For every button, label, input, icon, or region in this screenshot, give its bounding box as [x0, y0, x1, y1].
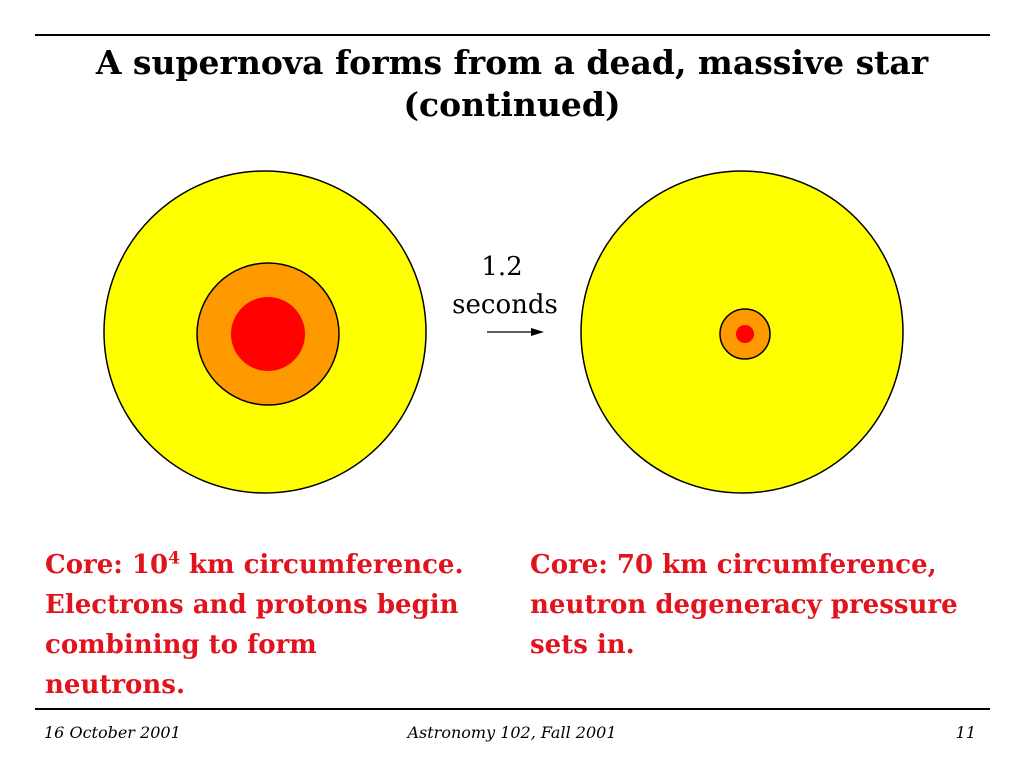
- before-core-caption: Core: 104 km circumference. Electrons an…: [45, 545, 515, 705]
- slide-title: A supernova forms from a dead, massive s…: [40, 42, 984, 126]
- footer-course: Astronomy 102, Fall 2001: [407, 723, 617, 742]
- before-caption-line-4: neutrons.: [45, 670, 185, 700]
- star-after-inner-core: [736, 325, 754, 343]
- star-after: [580, 170, 904, 494]
- after-caption-line-2: neutron degeneracy pressure: [530, 590, 958, 620]
- title-line-1: A supernova forms from a dead, massive s…: [95, 43, 929, 82]
- footer-date: 16 October 2001: [44, 723, 181, 742]
- before-caption-line-2: Electrons and protons begin: [45, 590, 459, 620]
- time-unit-label: seconds: [452, 290, 558, 320]
- time-transition: 1.2 seconds: [452, 252, 558, 336]
- before-caption-line-1: Core: 104 km circumference.: [45, 545, 515, 585]
- star-before-inner-core: [231, 297, 305, 371]
- before-caption-exponent: 4: [168, 548, 180, 569]
- before-caption-prefix: Core: 10: [45, 550, 169, 580]
- bottom-rule: [35, 708, 990, 710]
- top-rule: [35, 34, 990, 36]
- title-line-2: (continued): [403, 85, 621, 124]
- time-value-label: 1.2: [481, 252, 522, 282]
- after-caption-line-3: sets in.: [530, 630, 635, 660]
- arrow-right-icon: [531, 328, 544, 336]
- after-core-caption: Core: 70 km circumference, neutron degen…: [530, 545, 1000, 665]
- after-caption-line-1: Core: 70 km circumference,: [530, 550, 937, 580]
- star-before: [103, 170, 427, 494]
- footer-page-number: 11: [955, 723, 976, 742]
- before-caption-line-3: combining to form: [45, 630, 317, 660]
- before-caption-suffix: km circumference.: [179, 550, 464, 580]
